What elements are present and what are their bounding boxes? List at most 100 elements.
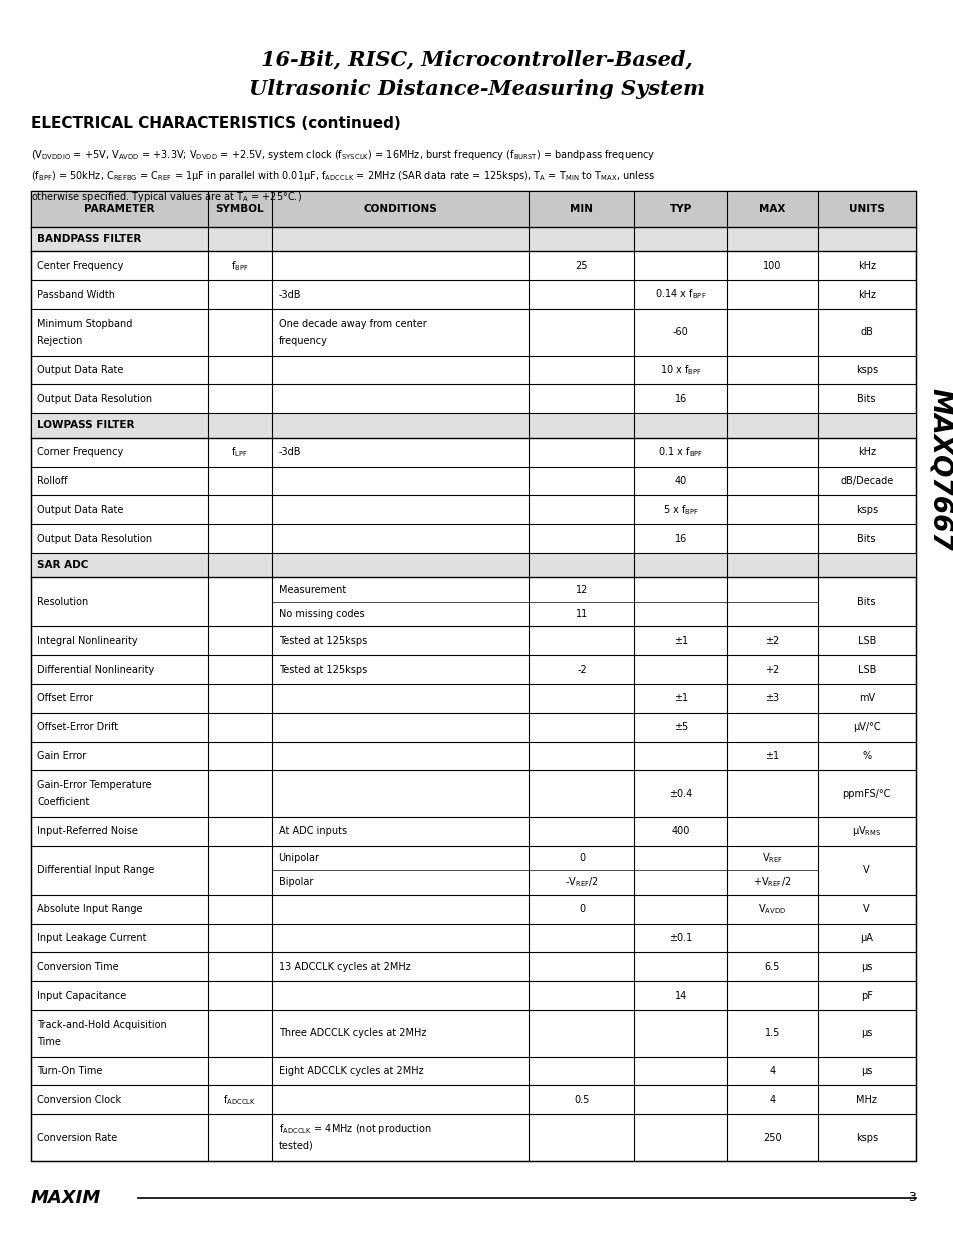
Text: dB: dB: [860, 327, 872, 337]
Text: Differential Input Range: Differential Input Range: [37, 866, 154, 876]
Text: LSB: LSB: [857, 664, 875, 674]
Text: Resolution: Resolution: [37, 597, 89, 606]
Text: 4: 4: [768, 1066, 775, 1076]
Text: 16-Bit, RISC, Microcontroller-Based,: 16-Bit, RISC, Microcontroller-Based,: [261, 49, 692, 69]
Text: Gain-Error Temperature: Gain-Error Temperature: [37, 781, 152, 790]
Text: V$_{\rm REF}$: V$_{\rm REF}$: [760, 851, 782, 864]
Text: 16: 16: [674, 534, 686, 543]
Text: μA: μA: [860, 932, 872, 944]
Text: f$_{\rm LPF}$: f$_{\rm LPF}$: [232, 445, 248, 459]
Text: Eight ADCCLK cycles at 2MHz: Eight ADCCLK cycles at 2MHz: [278, 1066, 423, 1076]
Text: Bits: Bits: [857, 534, 875, 543]
Text: Gain Error: Gain Error: [37, 751, 87, 761]
Text: (f$_{\rm BPF}$) = 50kHz, C$_{\rm REFBG}$ = C$_{\rm REF}$ = 1μF in parallel with : (f$_{\rm BPF}$) = 50kHz, C$_{\rm REFBG}$…: [30, 169, 654, 183]
Text: μV/°C: μV/°C: [852, 722, 880, 732]
Text: 25: 25: [575, 261, 588, 270]
Text: μs: μs: [861, 962, 871, 972]
Text: Conversion Time: Conversion Time: [37, 962, 119, 972]
Text: f$_{\rm BPF}$: f$_{\rm BPF}$: [231, 259, 249, 273]
Text: Rolloff: Rolloff: [37, 475, 68, 485]
Text: 0: 0: [578, 904, 584, 914]
Text: ELECTRICAL CHARACTERISTICS (continued): ELECTRICAL CHARACTERISTICS (continued): [30, 116, 400, 131]
Text: μs: μs: [861, 1066, 871, 1076]
Text: Input Leakage Current: Input Leakage Current: [37, 932, 147, 944]
Text: Output Data Rate: Output Data Rate: [37, 366, 124, 375]
Text: -3dB: -3dB: [278, 289, 301, 300]
Text: 100: 100: [762, 261, 781, 270]
Text: frequency: frequency: [278, 336, 327, 346]
Text: CONDITIONS: CONDITIONS: [363, 204, 437, 214]
Text: Tested at 125ksps: Tested at 125ksps: [278, 636, 367, 646]
Text: ±5: ±5: [673, 722, 687, 732]
Text: 3: 3: [907, 1192, 915, 1204]
Text: Bits: Bits: [857, 394, 875, 404]
Text: UNITS: UNITS: [848, 204, 883, 214]
Text: ksps: ksps: [855, 366, 877, 375]
Text: 5 x f$_{\rm BPF}$: 5 x f$_{\rm BPF}$: [662, 503, 698, 516]
Text: %: %: [862, 751, 870, 761]
Text: ±2: ±2: [764, 636, 779, 646]
Text: LOWPASS FILTER: LOWPASS FILTER: [37, 420, 134, 431]
Text: Measurement: Measurement: [278, 584, 345, 594]
Text: Output Data Resolution: Output Data Resolution: [37, 394, 152, 404]
Text: Three ADCCLK cycles at 2MHz: Three ADCCLK cycles at 2MHz: [278, 1029, 425, 1039]
Text: kHz: kHz: [857, 261, 875, 270]
Bar: [30, 414, 915, 437]
Text: 1.5: 1.5: [763, 1029, 780, 1039]
Text: ksps: ksps: [855, 505, 877, 515]
Text: f$_{\rm ADCCLK}$ = 4MHz (not production: f$_{\rm ADCCLK}$ = 4MHz (not production: [278, 1123, 431, 1136]
Text: mV: mV: [858, 693, 874, 704]
Text: 14: 14: [674, 990, 686, 1000]
Text: 40: 40: [674, 475, 686, 485]
Text: Integral Nonlinearity: Integral Nonlinearity: [37, 636, 137, 646]
Text: +2: +2: [764, 664, 779, 674]
Text: Rejection: Rejection: [37, 336, 83, 346]
Text: ±1: ±1: [673, 636, 687, 646]
Bar: [30, 191, 915, 1161]
Text: pF: pF: [860, 990, 872, 1000]
Text: Corner Frequency: Corner Frequency: [37, 447, 123, 457]
Text: V$_{\rm AVDD}$: V$_{\rm AVDD}$: [758, 903, 785, 916]
Text: 0.5: 0.5: [574, 1095, 589, 1105]
Text: Bipolar: Bipolar: [278, 878, 313, 888]
Text: MAXIM: MAXIM: [30, 1189, 101, 1207]
Text: μs: μs: [861, 1029, 871, 1039]
Text: -V$_{\rm REF}$/2: -V$_{\rm REF}$/2: [564, 876, 598, 889]
Text: Input Capacitance: Input Capacitance: [37, 990, 127, 1000]
Text: 250: 250: [762, 1132, 781, 1142]
Text: SYMBOL: SYMBOL: [215, 204, 264, 214]
Text: +V$_{\rm REF}$/2: +V$_{\rm REF}$/2: [752, 876, 791, 889]
Text: MAXQ7667: MAXQ7667: [925, 388, 952, 551]
Text: 10 x f$_{\rm BPF}$: 10 x f$_{\rm BPF}$: [659, 363, 701, 377]
Text: No missing codes: No missing codes: [278, 609, 364, 619]
Text: Minimum Stopband: Minimum Stopband: [37, 319, 132, 329]
Text: Ultrasonic Distance-Measuring System: Ultrasonic Distance-Measuring System: [249, 79, 704, 99]
Text: kHz: kHz: [857, 289, 875, 300]
Text: TYP: TYP: [669, 204, 691, 214]
Text: Conversion Clock: Conversion Clock: [37, 1095, 121, 1105]
Text: Bits: Bits: [857, 597, 875, 606]
Text: One decade away from center: One decade away from center: [278, 319, 426, 329]
Text: (V$_{\rm DVDDIO}$ = +5V, V$_{\rm AVDD}$ = +3.3V; V$_{\rm DVDD}$ = +2.5V, system : (V$_{\rm DVDDIO}$ = +5V, V$_{\rm AVDD}$ …: [30, 148, 654, 162]
Text: 6.5: 6.5: [763, 962, 780, 972]
Text: ppmFS/°C: ppmFS/°C: [841, 789, 890, 799]
Text: Input-Referred Noise: Input-Referred Noise: [37, 826, 138, 836]
Text: 0.14 x f$_{\rm BPF}$: 0.14 x f$_{\rm BPF}$: [655, 288, 705, 301]
Text: ±1: ±1: [764, 751, 779, 761]
Text: ksps: ksps: [855, 1132, 877, 1142]
Text: MIN: MIN: [570, 204, 593, 214]
Text: Coefficient: Coefficient: [37, 797, 90, 808]
Text: -2: -2: [577, 664, 586, 674]
Text: Output Data Resolution: Output Data Resolution: [37, 534, 152, 543]
Text: SAR ADC: SAR ADC: [37, 561, 89, 571]
Text: MHz: MHz: [856, 1095, 876, 1105]
Text: MAX: MAX: [759, 204, 784, 214]
Text: -60: -60: [672, 327, 688, 337]
Text: 0: 0: [578, 853, 584, 863]
Text: Offset-Error Drift: Offset-Error Drift: [37, 722, 118, 732]
Text: 11: 11: [576, 609, 587, 619]
Text: Absolute Input Range: Absolute Input Range: [37, 904, 143, 914]
Text: tested): tested): [278, 1141, 313, 1151]
Text: LSB: LSB: [857, 636, 875, 646]
Text: Tested at 125ksps: Tested at 125ksps: [278, 664, 367, 674]
